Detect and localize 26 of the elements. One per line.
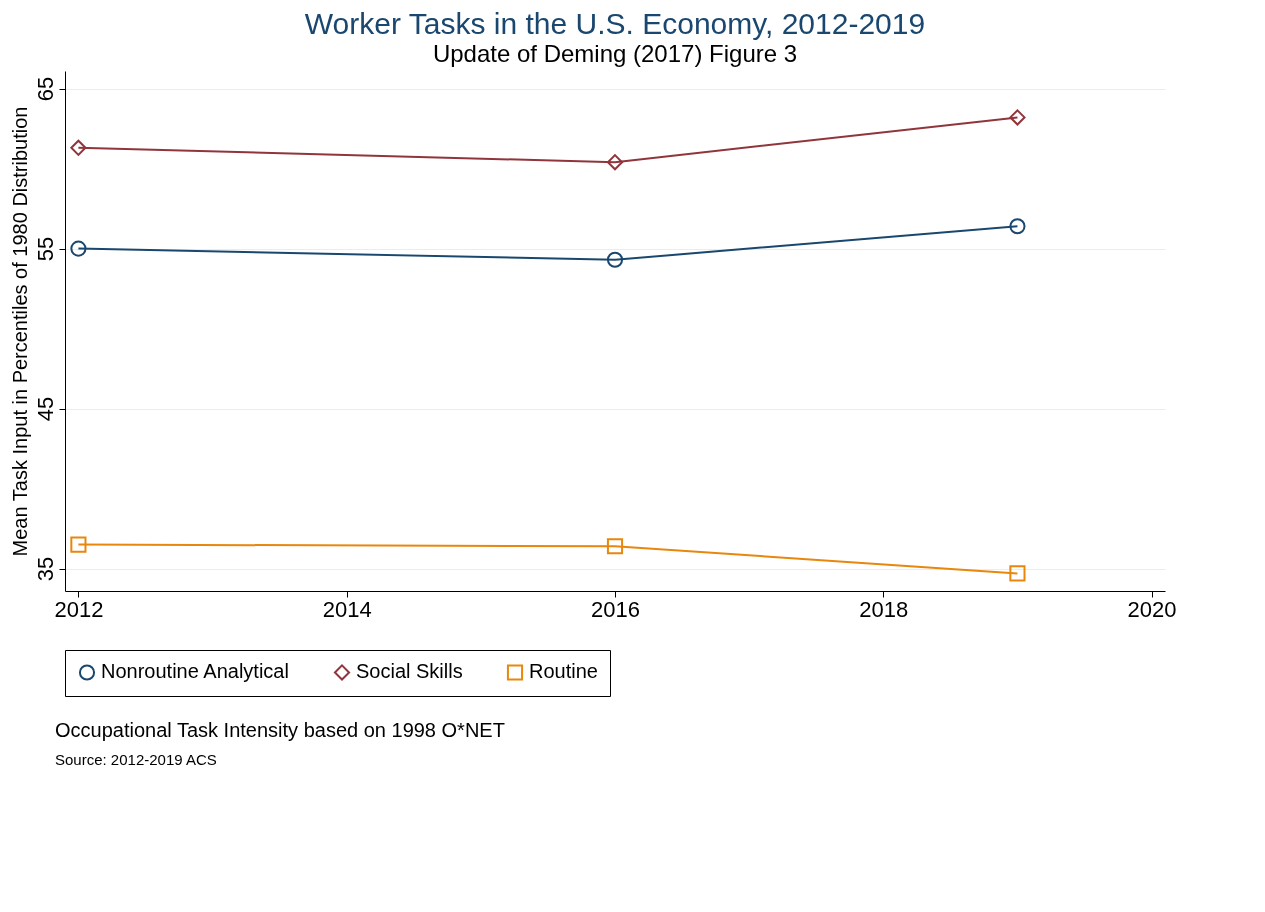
point: [70, 139, 87, 156]
point: [70, 536, 87, 553]
y-tick-label: 55: [32, 236, 58, 262]
point: [1009, 565, 1026, 582]
chart-subtitle: Update of Deming (2017) Figure 3: [432, 40, 798, 67]
source-note: Source: 2012-2019 ACS: [55, 751, 217, 768]
x-tick-label: 2018: [859, 596, 909, 622]
point: [606, 154, 624, 171]
text: Occupational Task Intensity based on 1998 O*NET: [55, 719, 505, 741]
y-tick-label: 45: [32, 396, 58, 422]
point: [606, 251, 624, 268]
point: [606, 538, 624, 555]
y-tick-label: 35: [32, 556, 58, 582]
y-axis-title: Mean Task Input in Percentiles of 1980 Distribution: [8, 106, 31, 557]
y-tick-label: 65: [32, 76, 58, 102]
legend-label: Social Skills: [356, 660, 463, 683]
x-tick-label: 2020: [1127, 596, 1177, 622]
point: [1009, 218, 1026, 235]
x-tick-label: 2014: [322, 596, 372, 622]
legend-label: Routine: [529, 660, 598, 683]
x-tick-label: 2016: [591, 596, 640, 622]
chart-title: Worker Tasks in the U.S. Economy, 2012-2019: [304, 7, 926, 40]
point: [70, 240, 87, 257]
point: [1009, 109, 1026, 126]
legend-label: Nonroutine Analytical: [101, 660, 289, 683]
x-tick-label: 2012: [54, 596, 104, 622]
